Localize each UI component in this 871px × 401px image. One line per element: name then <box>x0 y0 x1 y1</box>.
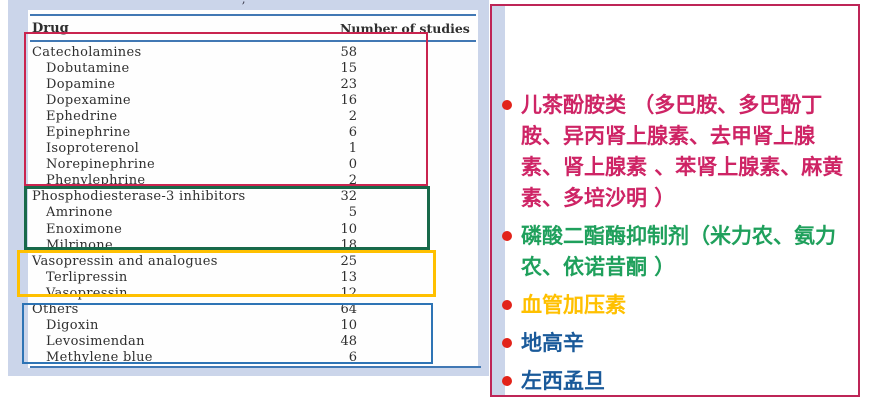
drug-name: Others <box>32 302 79 318</box>
bullet-item: 地高辛 <box>502 328 850 359</box>
drug-name: Amrinone <box>46 205 113 221</box>
highlight-box-others <box>22 303 433 364</box>
bullet-dot-icon <box>502 300 512 310</box>
table-header-rule <box>30 40 476 42</box>
drug-name: Ephedrine <box>46 108 118 124</box>
clipped-caption-text: – ––– ––––– · ––––– ––– ––––, <box>33 0 323 6</box>
studies-count: 12 <box>340 285 357 301</box>
table-bottom-rule <box>30 366 481 368</box>
clipped-caption-fragment: – ––– ––––– · ––––– ––– ––––, <box>33 0 323 6</box>
drug-name: Digoxin <box>46 318 99 334</box>
studies-count: 5 <box>348 205 357 221</box>
table-row: Ephedrine 2 <box>28 108 478 124</box>
studies-count: 2 <box>348 108 357 124</box>
studies-count: 10 <box>340 221 357 237</box>
studies-count: 48 <box>340 334 357 350</box>
drug-name: Isoproterenol <box>46 141 140 157</box>
drug-name: Vasopressin <box>46 285 128 301</box>
studies-count: 6 <box>348 125 357 141</box>
bullet-dot-icon <box>502 100 512 110</box>
table-row: Phosphodiesterase-3 inhibitors 32 <box>28 189 478 205</box>
drug-name: Levosimendan <box>46 334 145 350</box>
drug-name: Vasopressin and analogues <box>32 253 218 269</box>
table-row: Catecholamines 58 <box>28 44 478 60</box>
studies-count: 6 <box>348 350 357 366</box>
table-row: Amrinone 5 <box>28 205 478 221</box>
drug-name: Dopexamine <box>46 92 131 108</box>
studies-count: 23 <box>340 76 357 92</box>
table-row: Enoximone 10 <box>28 221 478 237</box>
highlight-box-catecholamines <box>24 32 428 186</box>
studies-count: 2 <box>348 173 357 189</box>
table-row: Dopamine 23 <box>28 76 478 92</box>
annotation-panel: 儿茶酚胺类 （多巴胺、多巴酚丁胺、异丙肾上腺素、去甲肾上腺素、肾上腺素 、苯肾上… <box>490 4 860 397</box>
highlight-box-pde3-inhibitors <box>24 186 430 250</box>
drug-name: Phosphodiesterase-3 inhibitors <box>32 189 246 205</box>
bullet-dot-icon <box>502 376 512 386</box>
table-row: Norepinephrine 0 <box>28 157 478 173</box>
studies-count: 1 <box>348 141 357 157</box>
bullet-dot-icon <box>502 231 512 241</box>
studies-count: 25 <box>340 253 357 269</box>
table-row: Digoxin 10 <box>28 318 478 334</box>
studies-count: 0 <box>348 157 357 173</box>
highlight-box-vasopressin <box>17 250 436 297</box>
drug-name: Enoximone <box>46 221 123 237</box>
drug-name: Methylene blue <box>46 350 153 366</box>
table-body: Catecholamines 58 Dobutamine 15 Dopamine… <box>28 44 478 366</box>
bullet-text: 磷酸二酯酶抑制剂（米力农、氨力农、依诺昔酮 ） <box>521 224 836 279</box>
bullet-item: 磷酸二酯酶抑制剂（米力农、氨力农、依诺昔酮 ） <box>502 221 850 283</box>
studies-count: 10 <box>340 318 357 334</box>
studies-count: 15 <box>340 60 357 76</box>
table-row: Others 64 <box>28 302 478 318</box>
table-row: Dopexamine 16 <box>28 92 478 108</box>
table-row: Isoproterenol 1 <box>28 141 478 157</box>
bullet-text: 血管加压素 <box>521 293 626 317</box>
drug-name: Norepinephrine <box>46 157 155 173</box>
bullet-text: 儿茶酚胺类 （多巴胺、多巴酚丁胺、异丙肾上腺素、去甲肾上腺素、肾上腺素 、苯肾上… <box>521 93 844 210</box>
bullet-text: 地高辛 <box>521 331 584 355</box>
drug-name: Dopamine <box>46 76 116 92</box>
studies-count: 13 <box>340 269 357 285</box>
studies-count: 64 <box>340 302 357 318</box>
table-row: Levosimendan 48 <box>28 334 478 350</box>
bullet-item: 儿茶酚胺类 （多巴胺、多巴酚丁胺、异丙肾上腺素、去甲肾上腺素、肾上腺素 、苯肾上… <box>502 90 850 214</box>
table-row: Terlipressin 13 <box>28 269 478 285</box>
bullet-item: 左西孟旦 <box>502 366 850 395</box>
drug-name: Catecholamines <box>32 44 142 60</box>
table-row: Methylene blue 6 <box>28 350 478 366</box>
studies-count: 32 <box>340 189 357 205</box>
bullet-list: 儿茶酚胺类 （多巴胺、多巴酚丁胺、异丙肾上腺素、去甲肾上腺素、肾上腺素 、苯肾上… <box>502 90 850 395</box>
table-row: Vasopressin and analogues 25 <box>28 253 478 269</box>
drug-name: Terlipressin <box>46 269 128 285</box>
table-top-rule <box>30 14 476 16</box>
bullet-dot-icon <box>502 338 512 348</box>
table-row: Dobutamine 15 <box>28 60 478 76</box>
bullet-item: 血管加压素 <box>502 290 850 321</box>
drug-name: Epinephrine <box>46 125 131 141</box>
table-background <box>28 10 478 368</box>
studies-count: 58 <box>340 44 357 60</box>
studies-count: 16 <box>340 92 357 108</box>
drug-name: Dobutamine <box>46 60 130 76</box>
table-row: Vasopressin 12 <box>28 285 478 301</box>
bullet-text: 左西孟旦 <box>521 369 605 393</box>
panel-left-strip <box>492 6 505 395</box>
table-row: Epinephrine 6 <box>28 124 478 140</box>
